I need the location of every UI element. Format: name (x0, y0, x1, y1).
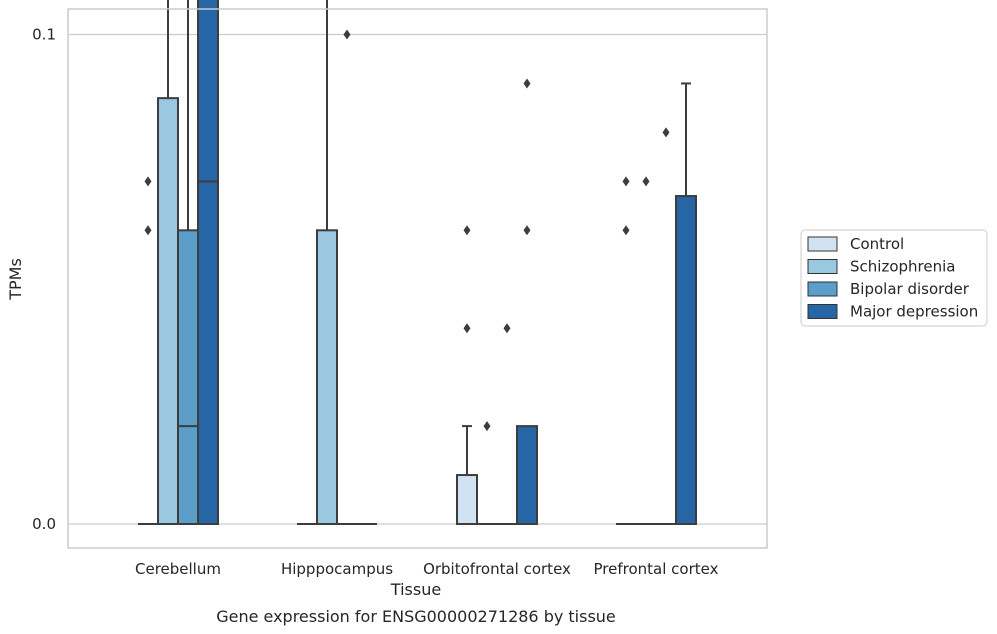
legend-label: Schizophrenia (850, 258, 955, 276)
box-group (636, 176, 656, 525)
box (197, 0, 219, 526)
legend-swatch (807, 259, 838, 274)
y-tick-labels: 0.00.10.20.30.40.50.6 (32, 26, 56, 534)
box-group (456, 225, 478, 525)
outlier-point (483, 421, 491, 432)
y-axis-label: TPMs (6, 258, 25, 301)
legend-label: Bipolar disorder (850, 280, 970, 298)
box-group (477, 421, 497, 525)
outlier-point (503, 323, 511, 334)
box-group (656, 127, 676, 525)
box (675, 195, 697, 525)
legend-swatch (807, 304, 838, 319)
legend-swatch (807, 236, 838, 252)
outlier-point (144, 176, 152, 187)
box-group (675, 82, 697, 525)
box (456, 474, 478, 525)
box-group (316, 0, 338, 526)
outlier-point (144, 225, 152, 236)
legend-label: Control (850, 235, 904, 253)
x-axis-label: Tissue (390, 580, 441, 599)
box (177, 229, 199, 526)
box-group (516, 78, 538, 526)
x-tick-label: Orbitofrontal cortex (423, 560, 571, 578)
outlier-point (642, 176, 650, 187)
box-group (337, 29, 357, 525)
box-group (157, 0, 179, 525)
box (316, 229, 338, 526)
outlier-point (523, 78, 531, 89)
legend-label: Major depression (850, 303, 978, 321)
outlier-point (523, 225, 531, 236)
legend-frame (800, 229, 988, 327)
outlier-point (463, 323, 471, 334)
outlier-point (622, 176, 630, 187)
outlier-point (662, 127, 670, 138)
x-tick-label: Cerebellum (135, 560, 221, 578)
box-group (138, 176, 158, 525)
box-group (297, 523, 317, 525)
box-group (497, 323, 517, 525)
legend-swatch (807, 281, 838, 297)
chart-caption: Gene expression for ENSG00000271286 by t… (216, 607, 616, 626)
outlier-point (343, 29, 351, 40)
x-tick-label: Prefrontal cortex (594, 560, 719, 578)
outlier-point (622, 225, 630, 236)
legend: Control Schizophrenia Bipolar disorder Majo… (800, 229, 988, 327)
box-group (616, 176, 636, 525)
box-group (197, 0, 219, 526)
y-tick-label: 0.0 (32, 515, 56, 533)
box-plot-series (138, 0, 697, 526)
box (516, 425, 538, 526)
x-tick-label: Hipppocampus (281, 560, 393, 578)
outlier-point (463, 225, 471, 236)
box (157, 97, 179, 525)
box-group (177, 0, 199, 526)
x-tick-labels: Cerebellum Hipppocampus Orbitofrontal cort… (135, 560, 719, 578)
y-tick-label: 0.1 (32, 26, 56, 44)
plot-frame (67, 8, 768, 549)
